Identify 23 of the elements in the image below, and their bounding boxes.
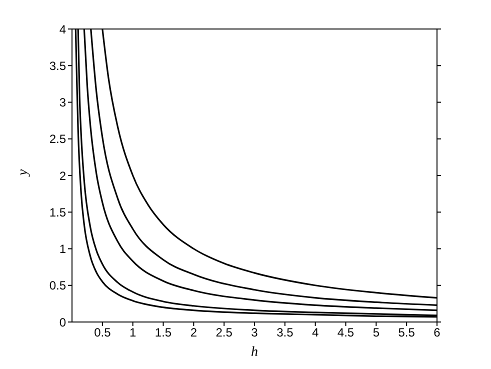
y-tick-label: 2	[59, 168, 66, 183]
y-tick-label: 3.5	[49, 58, 66, 73]
x-axis-title: h	[251, 345, 258, 360]
x-tick-label: 1.5	[154, 326, 172, 340]
x-tick-label: 5.5	[398, 326, 416, 340]
y-tick-label: 1	[59, 242, 66, 256]
x-tick-label: 4	[312, 326, 319, 340]
x-tick-label: 6	[434, 326, 441, 340]
x-tick-label: 0.5	[94, 326, 112, 340]
x-tick-label: 3	[251, 326, 258, 340]
x-tick-label: 2.5	[216, 326, 233, 340]
y-tick-label: 0	[59, 315, 66, 330]
y-tick-label: 4	[59, 22, 66, 36]
y-axis-title: y	[16, 168, 31, 178]
x-tick-label: 3.5	[276, 326, 294, 340]
y-tick-label: 2.5	[49, 132, 66, 146]
x-tick-label: 1	[129, 326, 136, 340]
x-tick-label: 4.5	[337, 326, 354, 340]
x-tick-label: 5	[372, 326, 380, 340]
x-tick-label: 2	[190, 326, 198, 340]
y-tick-label: 3	[59, 96, 66, 110]
y-tick-label: 0.5	[49, 278, 66, 293]
y-tick-label: 1.5	[49, 205, 66, 220]
